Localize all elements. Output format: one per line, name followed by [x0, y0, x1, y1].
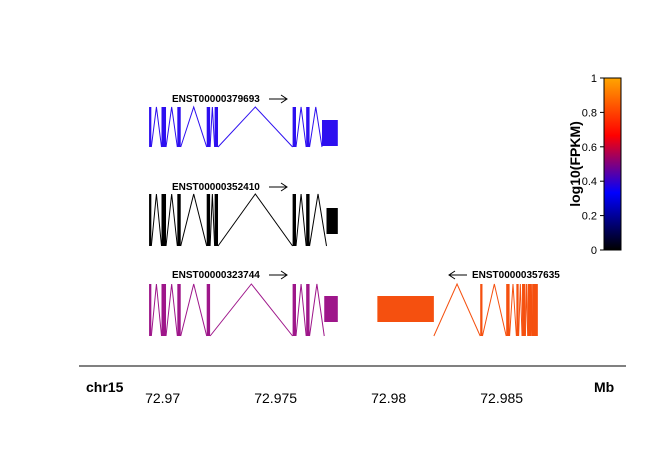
strand-arrowhead-icon: [280, 94, 288, 104]
exon-block: [177, 194, 181, 246]
exon-block: [292, 107, 296, 147]
intron-line: [150, 283, 162, 337]
exon-block: [377, 296, 434, 322]
intron-line: [180, 193, 208, 247]
intron-line: [524, 283, 529, 337]
intron-line: [295, 193, 307, 247]
intron-line: [481, 283, 507, 337]
x-tick-label: 72.97: [145, 390, 180, 406]
exon-block: [161, 194, 167, 246]
intron-line: [180, 283, 208, 337]
intron-line: [509, 283, 517, 337]
colorbar-tick-label: 0.6: [582, 142, 597, 154]
exon-block: [522, 284, 526, 336]
intron-line: [209, 283, 293, 337]
intron-line: [165, 283, 178, 337]
exon-block: [321, 120, 338, 146]
exon-block: [306, 284, 310, 336]
intron-line: [209, 106, 216, 148]
transcript-tracks: ENST00000379693 ENST00000352410 ENST000003…: [149, 94, 560, 337]
x-tick-label: 72.975: [254, 390, 297, 406]
exon-block: [149, 107, 152, 147]
x-tick-label: 72.98: [371, 390, 406, 406]
intron-line: [309, 106, 323, 148]
x-tick-label: 72.985: [480, 390, 523, 406]
exon-block: [149, 194, 152, 246]
exon-block: [306, 107, 310, 147]
colorbar-gradient: [603, 77, 622, 251]
transcript-ENST00000379693: ENST00000379693: [149, 94, 338, 148]
colorbar-title: log10(FPKM): [567, 121, 583, 207]
exon-block: [480, 284, 483, 336]
colorbar-legend: log10(FPKM) 0 0.2 0.4 0.6 0.8 1: [567, 73, 622, 257]
intron-line: [150, 106, 162, 148]
strand-arrowhead-icon: [280, 182, 288, 192]
intron-line: [217, 106, 293, 148]
exon-block: [177, 107, 181, 147]
intron-line: [165, 193, 178, 247]
exon-block: [324, 296, 338, 322]
colorbar-tick-label: 0.8: [582, 107, 597, 119]
unit-label: Mb: [594, 379, 614, 395]
transcript-ENST00000323744: ENST00000323744: [149, 270, 338, 337]
intron-line: [209, 193, 216, 247]
intron-line: [295, 283, 307, 337]
intron-line: [309, 283, 325, 337]
exon-block: [214, 194, 219, 246]
colorbar-tick-label: 0: [591, 245, 597, 257]
strand-arrowhead-icon: [448, 270, 456, 280]
exon-block: [306, 194, 310, 246]
intron-line: [150, 193, 162, 247]
intron-line: [530, 283, 533, 337]
exon-block: [206, 194, 211, 246]
intron-line: [518, 283, 523, 337]
chromosome-label: chr15: [86, 379, 124, 395]
exon-block: [206, 284, 211, 336]
exon-block: [292, 194, 296, 246]
transcript-ENST00000352410: ENST00000352410: [149, 182, 338, 247]
intron-line: [217, 193, 294, 247]
exon-block: [506, 284, 510, 336]
exon-block: [527, 284, 532, 336]
exon-block: [516, 284, 519, 336]
exon-block: [214, 107, 219, 147]
exon-block: [292, 284, 296, 336]
exon-block: [149, 284, 152, 336]
colorbar-tick-label: 0.2: [582, 211, 597, 223]
x-axis: chr15 Mb 72.97 72.975 72.98 72.985: [79, 365, 626, 406]
colorbar-tick-label: 0.4: [582, 176, 597, 188]
transcript-label: ENST00000323744: [172, 270, 260, 281]
exon-block: [161, 284, 167, 336]
transcript-label: ENST00000352410: [172, 182, 260, 193]
exon-block: [532, 284, 538, 336]
transcript-label: ENST00000357635: [472, 270, 560, 281]
strand-arrowhead-icon: [280, 270, 288, 280]
exon-block: [326, 208, 338, 234]
intron-line: [433, 282, 481, 337]
transcript-label: ENST00000379693: [172, 94, 260, 105]
exon-block: [161, 107, 167, 147]
transcript-ENST00000357635: ENST00000357635: [377, 270, 560, 337]
exon-block: [206, 107, 211, 147]
intron-line: [180, 105, 208, 148]
intron-line: [295, 106, 307, 148]
intron-line: [165, 106, 178, 148]
exon-block: [177, 284, 181, 336]
intron-line: [309, 193, 327, 247]
colorbar-tick-label: 1: [591, 73, 597, 85]
